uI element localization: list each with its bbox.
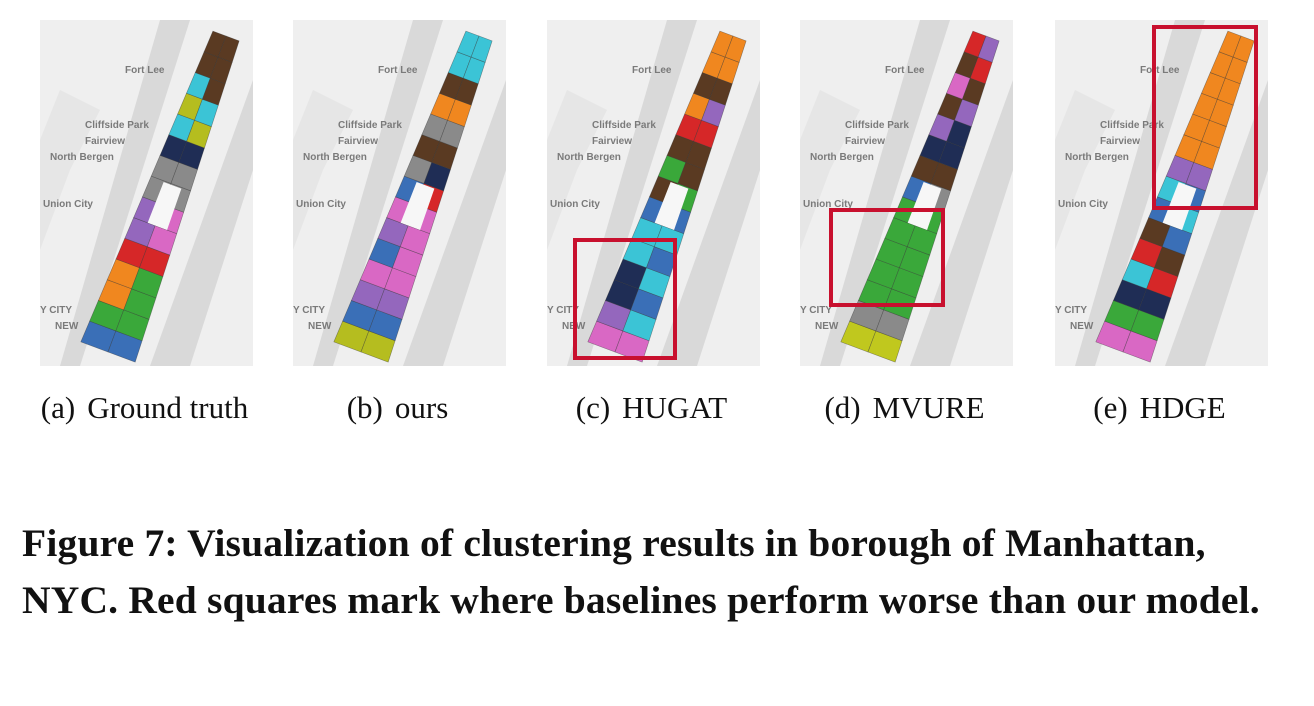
- central-park: [400, 181, 435, 231]
- river: [313, 20, 443, 366]
- subcaption-label: (b): [346, 390, 383, 425]
- map-label: Cliffside Park: [85, 120, 149, 131]
- map-label: Fort Lee: [125, 65, 165, 76]
- land: [547, 90, 607, 250]
- river: [1075, 20, 1205, 366]
- highlight-box: [829, 208, 945, 307]
- subcaption: (e) HDGE: [1093, 390, 1226, 426]
- map-label: Fairview: [338, 136, 378, 147]
- subcaption: (c) HUGAT: [576, 390, 727, 426]
- river: [820, 20, 950, 366]
- map-label: Cliffside Park: [845, 120, 909, 131]
- map-panel: Fort Lee Cliffside Park Fairview North Berg…: [547, 20, 760, 366]
- map-label: Fairview: [845, 136, 885, 147]
- map-label: Y CITY: [547, 305, 579, 316]
- map-label: Fairview: [592, 136, 632, 147]
- map-label: North Bergen: [557, 152, 621, 163]
- river: [1165, 80, 1268, 366]
- river: [403, 80, 506, 366]
- map-label: Union City: [550, 199, 600, 210]
- map-label: Union City: [1058, 199, 1108, 210]
- subcaption: (b) ours: [347, 390, 449, 426]
- central-park: [907, 181, 942, 231]
- river: [150, 80, 253, 366]
- river: [567, 20, 697, 366]
- river: [657, 80, 760, 366]
- subcaption-label: (d): [824, 390, 861, 425]
- map-panel: Fort Lee Cliffside Park Fairview North Berg…: [800, 20, 1013, 366]
- figure-caption: Figure 7: Visualization of clustering re…: [22, 521, 1260, 622]
- map-label: Y CITY: [800, 305, 832, 316]
- map-panel: Fort Lee Cliffside Park Fairview North Berg…: [1055, 20, 1268, 366]
- subcaption-name: Ground truth: [87, 390, 249, 425]
- river: [910, 80, 1013, 366]
- map-panel: Fort Lee Cliffside Park Fairview North Berg…: [293, 20, 506, 366]
- map-label: NEW: [55, 321, 79, 332]
- map-label: Y CITY: [1055, 305, 1087, 316]
- map-label: Fort Lee: [1140, 65, 1180, 76]
- map-label: North Bergen: [50, 152, 114, 163]
- central-park: [147, 181, 182, 231]
- map-label: North Bergen: [1065, 152, 1129, 163]
- map-panel: Fort Lee Cliffside Park Fairview North Berg…: [40, 20, 253, 366]
- subcaption: (a) Ground truth: [41, 390, 248, 426]
- map-label: Fairview: [85, 136, 125, 147]
- figure-maps: Fort Lee Cliffside Park Fairview North Berg…: [40, 20, 1268, 366]
- land: [40, 90, 100, 250]
- cluster-cell: [977, 35, 1000, 63]
- central-park: [1162, 181, 1197, 231]
- map-label: NEW: [815, 321, 839, 332]
- subcaption-name: MVURE: [872, 390, 985, 425]
- subcaption-name: ours: [394, 390, 449, 425]
- map-label: Union City: [296, 199, 346, 210]
- map-label: Fairview: [1100, 136, 1140, 147]
- land: [293, 90, 353, 250]
- map-label: Union City: [43, 199, 93, 210]
- map-label: Y CITY: [293, 305, 325, 316]
- land: [800, 90, 860, 250]
- subcaption-name: HUGAT: [622, 390, 728, 425]
- map-label: Fort Lee: [885, 65, 925, 76]
- map-label: Fort Lee: [632, 65, 672, 76]
- subcaption-label: (a): [40, 390, 76, 425]
- land: [1055, 90, 1115, 250]
- map-label: Union City: [803, 199, 853, 210]
- river: [60, 20, 190, 366]
- map-label: Fort Lee: [378, 65, 418, 76]
- map-label: Cliffside Park: [592, 120, 656, 131]
- map-label: Cliffside Park: [1100, 120, 1164, 131]
- subcaption: (d) MVURE: [824, 390, 984, 426]
- central-park: [654, 181, 689, 231]
- cluster-cell: [470, 35, 493, 63]
- map-label: Y CITY: [40, 305, 72, 316]
- map-label: NEW: [1070, 321, 1094, 332]
- highlight-box: [573, 238, 677, 360]
- subcaption-name: HDGE: [1139, 390, 1226, 425]
- map-label: Cliffside Park: [338, 120, 402, 131]
- cluster-cell: [217, 35, 240, 63]
- subcaption-label: (c): [575, 390, 611, 425]
- map-label: North Bergen: [810, 152, 874, 163]
- cluster-cell: [724, 35, 747, 63]
- highlight-box: [1152, 25, 1258, 210]
- map-label: North Bergen: [303, 152, 367, 163]
- subcaption-label: (e): [1093, 390, 1128, 425]
- map-label: NEW: [308, 321, 332, 332]
